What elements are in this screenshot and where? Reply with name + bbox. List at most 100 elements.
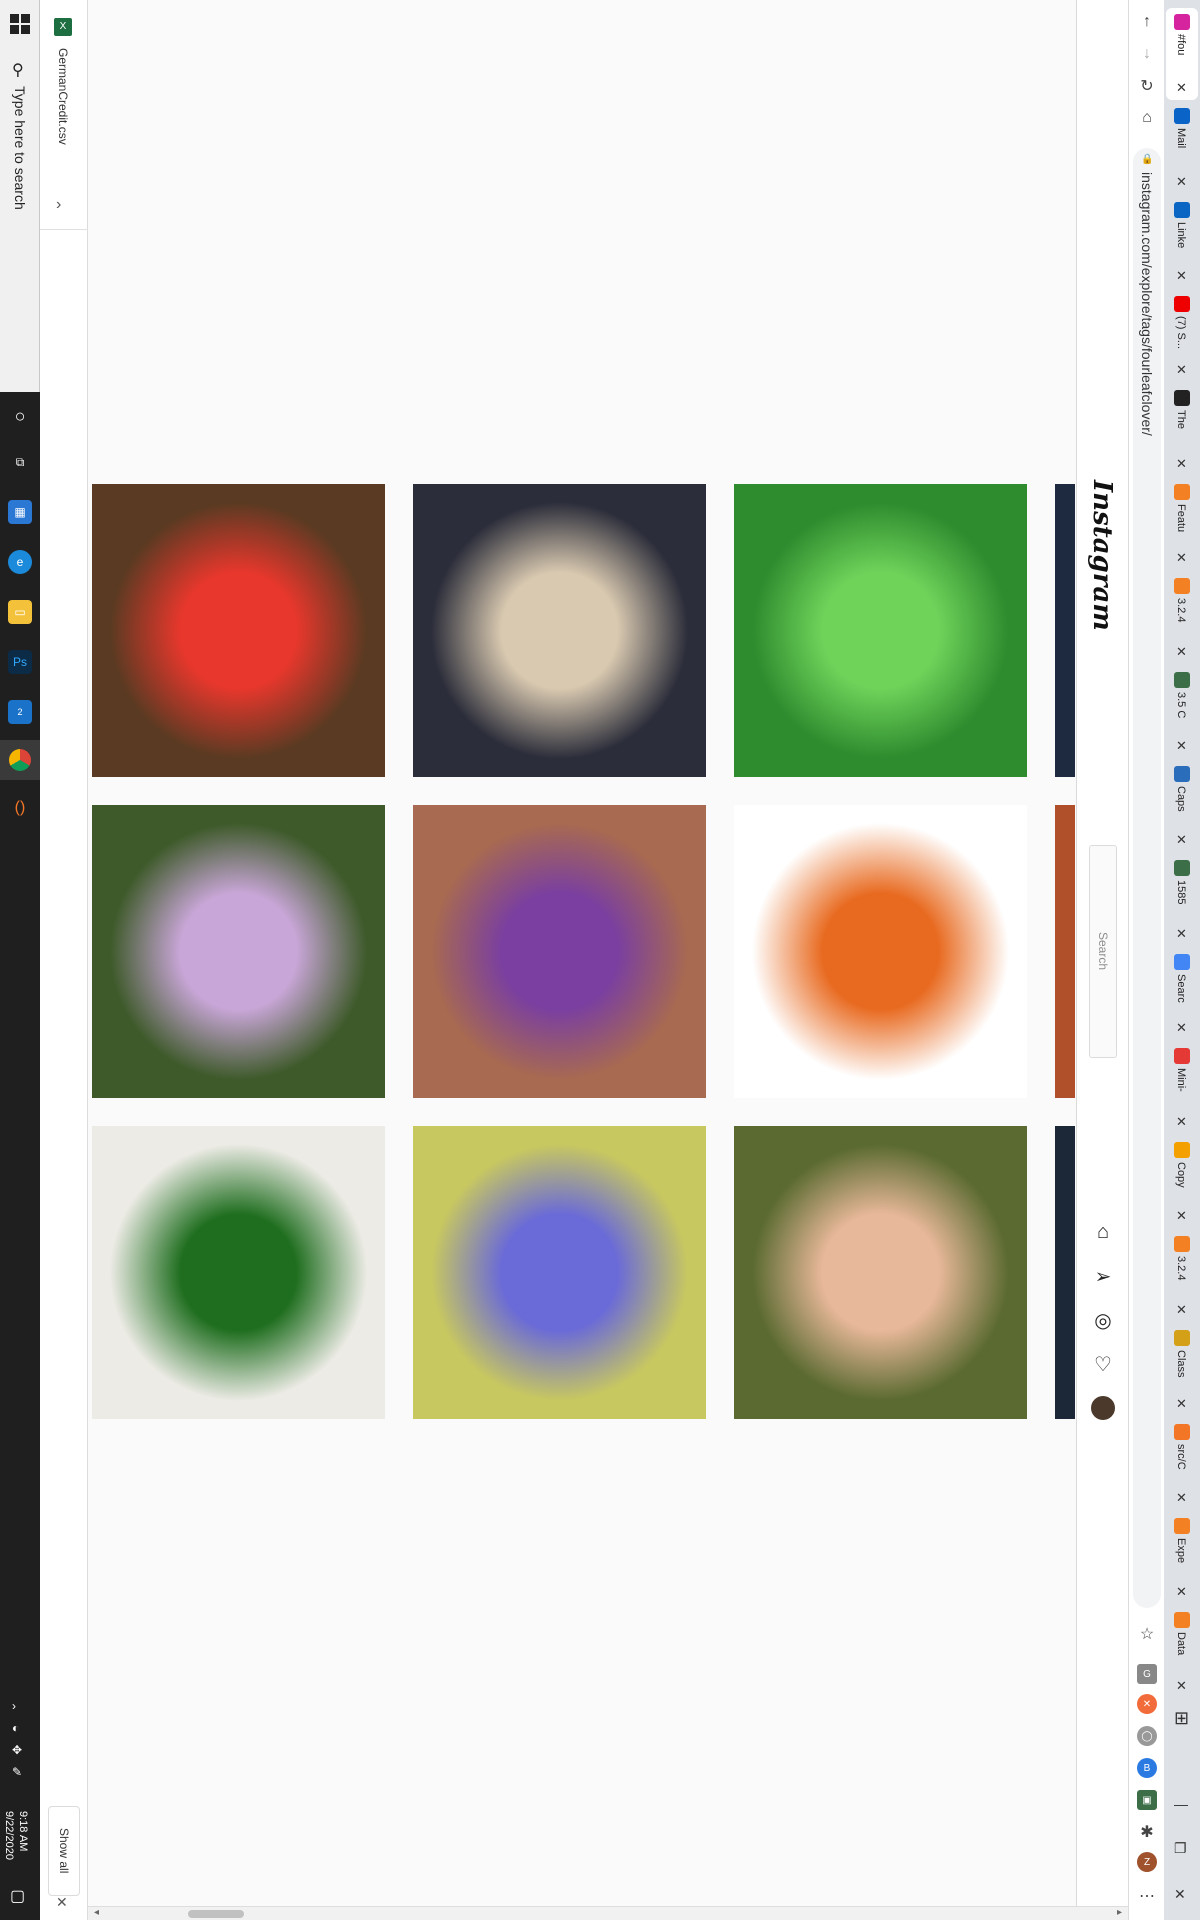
- tab-close-icon[interactable]: ✕: [1176, 738, 1187, 753]
- photoshop-icon[interactable]: Ps: [8, 650, 32, 674]
- heart-icon[interactable]: ♡: [1094, 1353, 1112, 1376]
- tab-title: Mail: [1175, 128, 1187, 149]
- scroll-left-icon[interactable]: ◂: [94, 1907, 100, 1918]
- tab-close-icon[interactable]: ✕: [1176, 1678, 1187, 1693]
- edge-icon[interactable]: e: [8, 550, 32, 574]
- download-item[interactable]: X GermanCredit.csv ›: [40, 0, 88, 230]
- tab-close-icon[interactable]: ✕: [1176, 268, 1187, 283]
- scrollbar-thumb[interactable]: [188, 1910, 244, 1918]
- extension-icon[interactable]: B: [1137, 1758, 1157, 1778]
- post-tile-partial[interactable]: [1055, 805, 1075, 1098]
- browser-tab[interactable]: #fou ✕: [1166, 8, 1198, 100]
- profile-avatar[interactable]: [1091, 1396, 1115, 1420]
- post-tile-partial[interactable]: [1055, 1126, 1075, 1419]
- extension-icon[interactable]: ◯: [1137, 1726, 1157, 1746]
- profile-icon[interactable]: Z: [1137, 1852, 1157, 1872]
- bookmark-star-icon[interactable]: ☆: [1139, 1626, 1155, 1643]
- instagram-logo[interactable]: Instagram: [1087, 480, 1117, 631]
- close-window-icon[interactable]: ✕: [1174, 1886, 1186, 1902]
- tab-close-icon[interactable]: ✕: [1176, 926, 1187, 941]
- tab-close-icon[interactable]: ✕: [1176, 80, 1187, 95]
- browser-tab[interactable]: 3.2.4 ✕: [1166, 572, 1198, 664]
- back-icon[interactable]: ↑: [1143, 13, 1151, 30]
- chrome-taskbar-icon[interactable]: [0, 740, 40, 780]
- home-icon[interactable]: ⌂: [1142, 109, 1152, 126]
- tab-close-icon[interactable]: ✕: [1176, 644, 1187, 659]
- browser-tab[interactable]: Class ✕: [1166, 1324, 1198, 1416]
- extension-icon[interactable]: G: [1137, 1664, 1157, 1684]
- post-tile-partial[interactable]: [1055, 484, 1075, 777]
- tab-close-icon[interactable]: ✕: [1176, 1584, 1187, 1599]
- browser-tab[interactable]: 3.2.4 ✕: [1166, 1230, 1198, 1322]
- cortana-icon[interactable]: ○: [14, 405, 26, 426]
- tab-close-icon[interactable]: ✕: [1176, 1114, 1187, 1129]
- tab-title: 1585: [1175, 880, 1187, 905]
- extension-icon[interactable]: ✕: [1137, 1694, 1157, 1714]
- address-bar[interactable]: 🔒 instagram.com/explore/tags/fourleafclo…: [1133, 148, 1161, 1608]
- redhead-card-post[interactable]: [92, 484, 385, 777]
- browser-tab[interactable]: Data ✕: [1166, 1606, 1198, 1698]
- tab-close-icon[interactable]: ✕: [1176, 1396, 1187, 1411]
- browser-tab[interactable]: Mini- ✕: [1166, 1042, 1198, 1134]
- file-explorer-icon[interactable]: ▭: [8, 600, 32, 624]
- close-downloads-icon[interactable]: ✕: [56, 1894, 68, 1910]
- menu-icon[interactable]: ⋯: [1139, 1888, 1155, 1905]
- chevron-down-icon[interactable]: ›: [56, 196, 62, 213]
- windows-start-icon[interactable]: [10, 14, 30, 34]
- tab-close-icon[interactable]: ✕: [1176, 1208, 1187, 1223]
- browser-tab[interactable]: Caps ✕: [1166, 760, 1198, 852]
- network-icon[interactable]: ◐: [12, 1721, 20, 1735]
- minimize-icon[interactable]: —: [1174, 1796, 1188, 1812]
- restore-icon[interactable]: ❐: [1174, 1840, 1187, 1856]
- tab-close-icon[interactable]: ✕: [1176, 1490, 1187, 1505]
- flowers-post[interactable]: [413, 1126, 706, 1419]
- browser-tab[interactable]: Featu ✕: [1166, 478, 1198, 570]
- browser-tab[interactable]: 3.5 C ✕: [1166, 666, 1198, 758]
- tab-close-icon[interactable]: ✕: [1176, 1020, 1187, 1035]
- tab-close-icon[interactable]: ✕: [1176, 832, 1187, 847]
- fox-drawing-post[interactable]: [734, 805, 1027, 1098]
- chevron-up-icon[interactable]: ›: [12, 1699, 16, 1713]
- jupyter-icon[interactable]: (): [14, 799, 26, 816]
- dropbox-icon[interactable]: ✥: [12, 1743, 23, 1757]
- browser-tab[interactable]: 1585 ✕: [1166, 854, 1198, 946]
- tab-close-icon[interactable]: ✕: [1176, 174, 1187, 189]
- taskbar-search[interactable]: ⚲ Type here to search: [0, 0, 40, 392]
- direct-message-icon[interactable]: ➢: [1094, 1265, 1112, 1288]
- store-icon[interactable]: ▦: [8, 500, 32, 524]
- explore-icon[interactable]: ◎: [1094, 1309, 1112, 1332]
- browser-tab[interactable]: Copy ✕: [1166, 1136, 1198, 1228]
- browser-tab[interactable]: Linke ✕: [1166, 196, 1198, 288]
- extension-icon[interactable]: ▣: [1137, 1790, 1157, 1810]
- clover-leaf-post[interactable]: [92, 1126, 385, 1419]
- vscode-icon[interactable]: 2: [8, 700, 32, 724]
- browser-tab[interactable]: src/C ✕: [1166, 1418, 1198, 1510]
- instagram-search-input[interactable]: Search: [1089, 845, 1117, 1058]
- horizontal-scrollbar[interactable]: ◂ ▸: [88, 1906, 1128, 1920]
- pen-icon[interactable]: ✎: [12, 1765, 23, 1779]
- puzzle-icon[interactable]: ✱: [1140, 1824, 1154, 1841]
- tab-close-icon[interactable]: ✕: [1176, 1302, 1187, 1317]
- hand-clover-post[interactable]: [734, 1126, 1027, 1419]
- home-icon[interactable]: ⌂: [1096, 1220, 1110, 1243]
- bikini-post[interactable]: [92, 805, 385, 1098]
- tab-close-icon[interactable]: ✕: [1176, 362, 1187, 377]
- tab-close-icon[interactable]: ✕: [1176, 456, 1187, 471]
- purple-skirt-post[interactable]: [413, 805, 706, 1098]
- notification-icon[interactable]: ▢: [10, 1888, 26, 1905]
- selfie-clover-post[interactable]: [413, 484, 706, 777]
- browser-tab[interactable]: Expe ✕: [1166, 1512, 1198, 1604]
- new-tab-icon[interactable]: ⊞: [1174, 1708, 1190, 1728]
- browser-tab[interactable]: (7) S... ✕: [1166, 290, 1198, 382]
- browser-tab[interactable]: The ✕: [1166, 384, 1198, 476]
- forward-icon[interactable]: ↓: [1143, 45, 1151, 62]
- show-all-button[interactable]: Show all: [48, 1806, 80, 1896]
- tab-close-icon[interactable]: ✕: [1176, 550, 1187, 565]
- reload-icon[interactable]: ↻: [1140, 78, 1154, 95]
- scroll-right-icon[interactable]: ▸: [1116, 1907, 1122, 1918]
- browser-tab[interactable]: Mail ✕: [1166, 102, 1198, 194]
- browser-tab[interactable]: Searc ✕: [1166, 948, 1198, 1040]
- clover-patch-post[interactable]: [734, 484, 1027, 777]
- taskbar-clock[interactable]: 9:18 AM 9/22/2020: [2, 1811, 30, 1860]
- task-view-icon[interactable]: ⧉: [15, 454, 25, 469]
